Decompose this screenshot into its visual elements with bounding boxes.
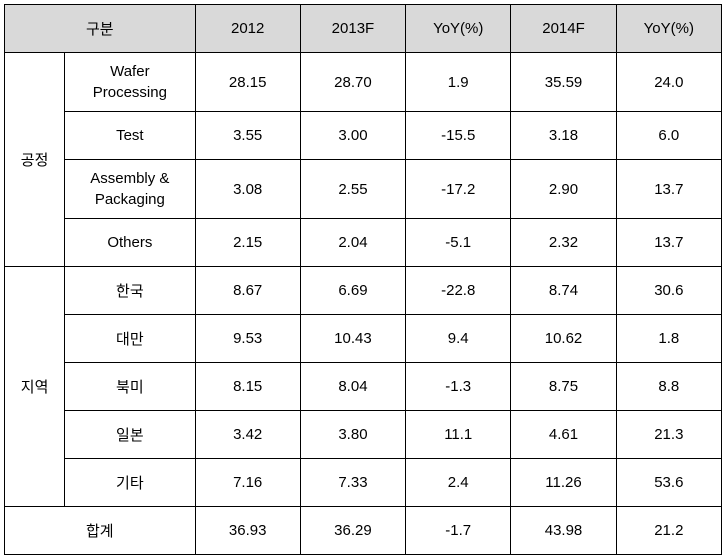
cell-value: 21.2 [616, 507, 721, 555]
cell-value: 3.08 [195, 160, 300, 219]
cell-value: -1.3 [406, 363, 511, 411]
row-name: WaferProcessing [65, 53, 195, 112]
table-row: 지역 한국 8.67 6.69 -22.8 8.74 30.6 [5, 267, 722, 315]
cell-value: 7.33 [300, 459, 405, 507]
cell-value: 8.15 [195, 363, 300, 411]
cell-value: 7.16 [195, 459, 300, 507]
cell-value: 3.18 [511, 112, 616, 160]
cell-value: -1.7 [406, 507, 511, 555]
header-col-yoy1: YoY(%) [406, 5, 511, 53]
cell-value: 9.4 [406, 315, 511, 363]
row-name: Test [65, 112, 195, 160]
cell-value: 36.29 [300, 507, 405, 555]
header-col-2014f: 2014F [511, 5, 616, 53]
cell-value: 28.15 [195, 53, 300, 112]
cell-value: 13.7 [616, 160, 721, 219]
cell-value: 2.55 [300, 160, 405, 219]
cell-value: 8.75 [511, 363, 616, 411]
total-row: 합계 36.93 36.29 -1.7 43.98 21.2 [5, 507, 722, 555]
table-row: 공정 WaferProcessing 28.15 28.70 1.9 35.59… [5, 53, 722, 112]
row-name: Assembly &Packaging [65, 160, 195, 219]
cell-value: 2.15 [195, 219, 300, 267]
row-name: 한국 [65, 267, 195, 315]
header-col-2013f: 2013F [300, 5, 405, 53]
table-row: Others 2.15 2.04 -5.1 2.32 13.7 [5, 219, 722, 267]
cell-value: 2.90 [511, 160, 616, 219]
cell-value: 11.26 [511, 459, 616, 507]
cell-value: 3.42 [195, 411, 300, 459]
table-row: 대만 9.53 10.43 9.4 10.62 1.8 [5, 315, 722, 363]
cell-value: 3.00 [300, 112, 405, 160]
cell-value: -15.5 [406, 112, 511, 160]
cell-value: 28.70 [300, 53, 405, 112]
cell-value: 21.3 [616, 411, 721, 459]
cell-value: 6.69 [300, 267, 405, 315]
cell-value: 2.4 [406, 459, 511, 507]
section-label-process: 공정 [5, 53, 65, 267]
cell-value: 3.80 [300, 411, 405, 459]
cell-value: 3.55 [195, 112, 300, 160]
table-row: Test 3.55 3.00 -15.5 3.18 6.0 [5, 112, 722, 160]
row-name: 북미 [65, 363, 195, 411]
cell-value: 36.93 [195, 507, 300, 555]
cell-value: 8.04 [300, 363, 405, 411]
cell-value: 13.7 [616, 219, 721, 267]
cell-value: 2.04 [300, 219, 405, 267]
cell-value: 43.98 [511, 507, 616, 555]
cell-value: 6.0 [616, 112, 721, 160]
cell-value: 35.59 [511, 53, 616, 112]
table-row: 북미 8.15 8.04 -1.3 8.75 8.8 [5, 363, 722, 411]
row-name: 기타 [65, 459, 195, 507]
cell-value: 8.8 [616, 363, 721, 411]
header-row: 구분 2012 2013F YoY(%) 2014F YoY(%) [5, 5, 722, 53]
total-label: 합계 [5, 507, 196, 555]
cell-value: 11.1 [406, 411, 511, 459]
cell-value: 4.61 [511, 411, 616, 459]
cell-value: -5.1 [406, 219, 511, 267]
cell-value: 9.53 [195, 315, 300, 363]
table-row: Assembly &Packaging 3.08 2.55 -17.2 2.90… [5, 160, 722, 219]
cell-value: 10.62 [511, 315, 616, 363]
cell-value: 8.67 [195, 267, 300, 315]
row-name: Others [65, 219, 195, 267]
cell-value: 53.6 [616, 459, 721, 507]
row-name: 대만 [65, 315, 195, 363]
header-category: 구분 [5, 5, 196, 53]
cell-value: 10.43 [300, 315, 405, 363]
data-table: 구분 2012 2013F YoY(%) 2014F YoY(%) 공정 Waf… [4, 4, 722, 555]
cell-value: -22.8 [406, 267, 511, 315]
header-col-2012: 2012 [195, 5, 300, 53]
cell-value: -17.2 [406, 160, 511, 219]
row-name: 일본 [65, 411, 195, 459]
cell-value: 30.6 [616, 267, 721, 315]
cell-value: 1.8 [616, 315, 721, 363]
cell-value: 2.32 [511, 219, 616, 267]
cell-value: 1.9 [406, 53, 511, 112]
cell-value: 24.0 [616, 53, 721, 112]
header-col-yoy2: YoY(%) [616, 5, 721, 53]
section-label-region: 지역 [5, 267, 65, 507]
table-row: 일본 3.42 3.80 11.1 4.61 21.3 [5, 411, 722, 459]
table-row: 기타 7.16 7.33 2.4 11.26 53.6 [5, 459, 722, 507]
cell-value: 8.74 [511, 267, 616, 315]
